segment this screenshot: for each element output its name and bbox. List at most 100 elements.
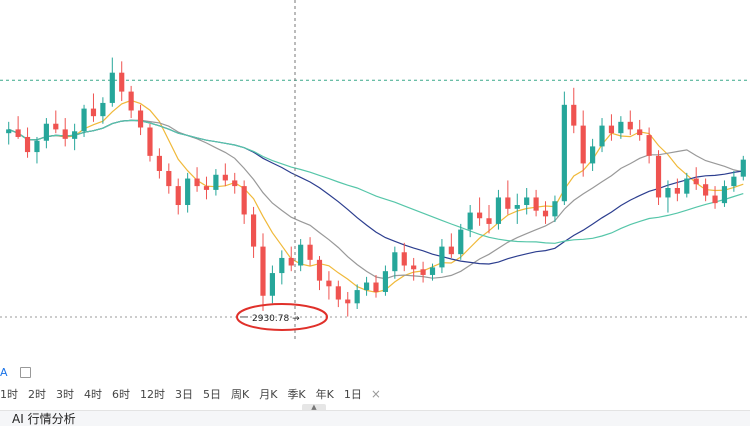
candle-body (128, 91, 134, 111)
candle-body (693, 178, 699, 185)
price-chart[interactable]: 2930.78 →20:0020:3021:0021:3022:0022:302… (0, 0, 750, 342)
candle-body (571, 104, 577, 126)
candle-body (439, 246, 445, 268)
candle-body (429, 267, 436, 275)
candle-body (401, 252, 407, 266)
candle-body (354, 290, 360, 304)
candle-body (6, 129, 12, 134)
candle-body (15, 129, 21, 137)
candle-body (580, 125, 586, 164)
interval-9[interactable]: 月K (259, 388, 278, 401)
ai-analysis-label: AI 行情分析 (12, 412, 76, 426)
candle-body (269, 273, 275, 296)
candle-body (392, 252, 398, 272)
interval-10[interactable]: 季K (287, 388, 306, 401)
candle-body (477, 212, 483, 219)
candle-body (260, 246, 266, 296)
interval-8[interactable]: 周K (231, 388, 250, 401)
ai-analysis-bar[interactable]: AI 行情分析 (0, 410, 750, 426)
highlight-ellipse (236, 302, 328, 331)
candle-body (307, 244, 313, 260)
interval-12[interactable]: 1日 (343, 388, 362, 401)
candle-body (608, 125, 615, 134)
candle-body (411, 265, 417, 270)
candle-body (222, 174, 228, 181)
candle-body (288, 257, 294, 266)
candle-body (458, 229, 464, 255)
candle-body (147, 127, 153, 156)
candle-body (203, 186, 210, 190)
candle-body (712, 195, 718, 204)
candle-body (721, 186, 728, 204)
candle-body (731, 176, 737, 187)
ma-line-38 (8, 119, 744, 244)
candle-body (467, 212, 473, 230)
interval-3[interactable]: 4时 (84, 388, 102, 401)
interval-7[interactable]: 5日 (203, 388, 221, 401)
ma-line-14 (8, 119, 744, 280)
candle-body (43, 123, 49, 141)
candle-body (505, 197, 511, 209)
candle-body (175, 186, 181, 206)
chart-controls-row: A (0, 362, 60, 382)
candle-body (590, 146, 596, 164)
candle-body (665, 188, 671, 198)
candle-body (100, 102, 106, 117)
candle-body (684, 178, 690, 194)
candle-body (561, 104, 567, 202)
chevron-up-icon: ▲ (311, 403, 317, 411)
interval-4[interactable]: 6时 (112, 388, 130, 401)
candle-body (637, 129, 643, 136)
candle-body (232, 180, 238, 187)
candle-body (703, 184, 709, 196)
candle-body (194, 178, 200, 187)
candle-body (495, 197, 502, 224)
candle-body (740, 159, 746, 177)
candle-body (81, 108, 87, 132)
candle-body (345, 299, 351, 304)
collapse-toggle[interactable]: ▲ (302, 404, 326, 411)
candle-body (53, 123, 59, 130)
candle-body (674, 188, 680, 194)
candle-body (373, 282, 379, 292)
candle-body (448, 246, 454, 255)
ma-line-26 (8, 119, 744, 265)
candle-body (627, 121, 633, 130)
candle-body (533, 197, 539, 211)
candle-body (90, 108, 97, 117)
close-icon[interactable]: × (370, 387, 381, 401)
indicator-a-label[interactable]: A (0, 365, 8, 379)
candle-body (185, 178, 191, 206)
candle-body (62, 129, 68, 139)
candle-body (420, 269, 426, 275)
candle-body (363, 282, 370, 291)
edit-icon[interactable] (19, 366, 31, 378)
interval-5[interactable]: 12时 (140, 388, 165, 401)
candle-body (646, 135, 652, 156)
candle-body (250, 214, 257, 247)
interval-11[interactable]: 年K (315, 388, 334, 401)
candle-body (241, 186, 247, 215)
candle-body (279, 257, 285, 274)
candle-body (599, 125, 605, 147)
candle-body (298, 244, 304, 266)
candle-body (24, 136, 31, 153)
interval-6[interactable]: 3日 (175, 388, 193, 401)
interval-toolbar: 1时 2时 3时 4时 6时 12时 3日 5日 周K 月K 季K 年K 1日 × (0, 382, 750, 406)
candle-body (213, 174, 219, 190)
candle-body (552, 201, 558, 217)
candle-body (72, 131, 78, 139)
candle-body (119, 72, 125, 92)
candle-body (486, 218, 492, 224)
candle-body (655, 155, 662, 198)
candle-body (618, 121, 624, 134)
candle-body (382, 271, 389, 292)
candle-body (166, 170, 172, 187)
candle-body (326, 280, 332, 287)
interval-0[interactable]: 1时 (0, 388, 18, 401)
min-price-label: 2930.78 → (252, 314, 300, 324)
interval-2[interactable]: 3时 (56, 388, 74, 401)
interval-1[interactable]: 2时 (28, 388, 46, 401)
candle-body (137, 110, 144, 128)
candle-body (542, 210, 549, 217)
